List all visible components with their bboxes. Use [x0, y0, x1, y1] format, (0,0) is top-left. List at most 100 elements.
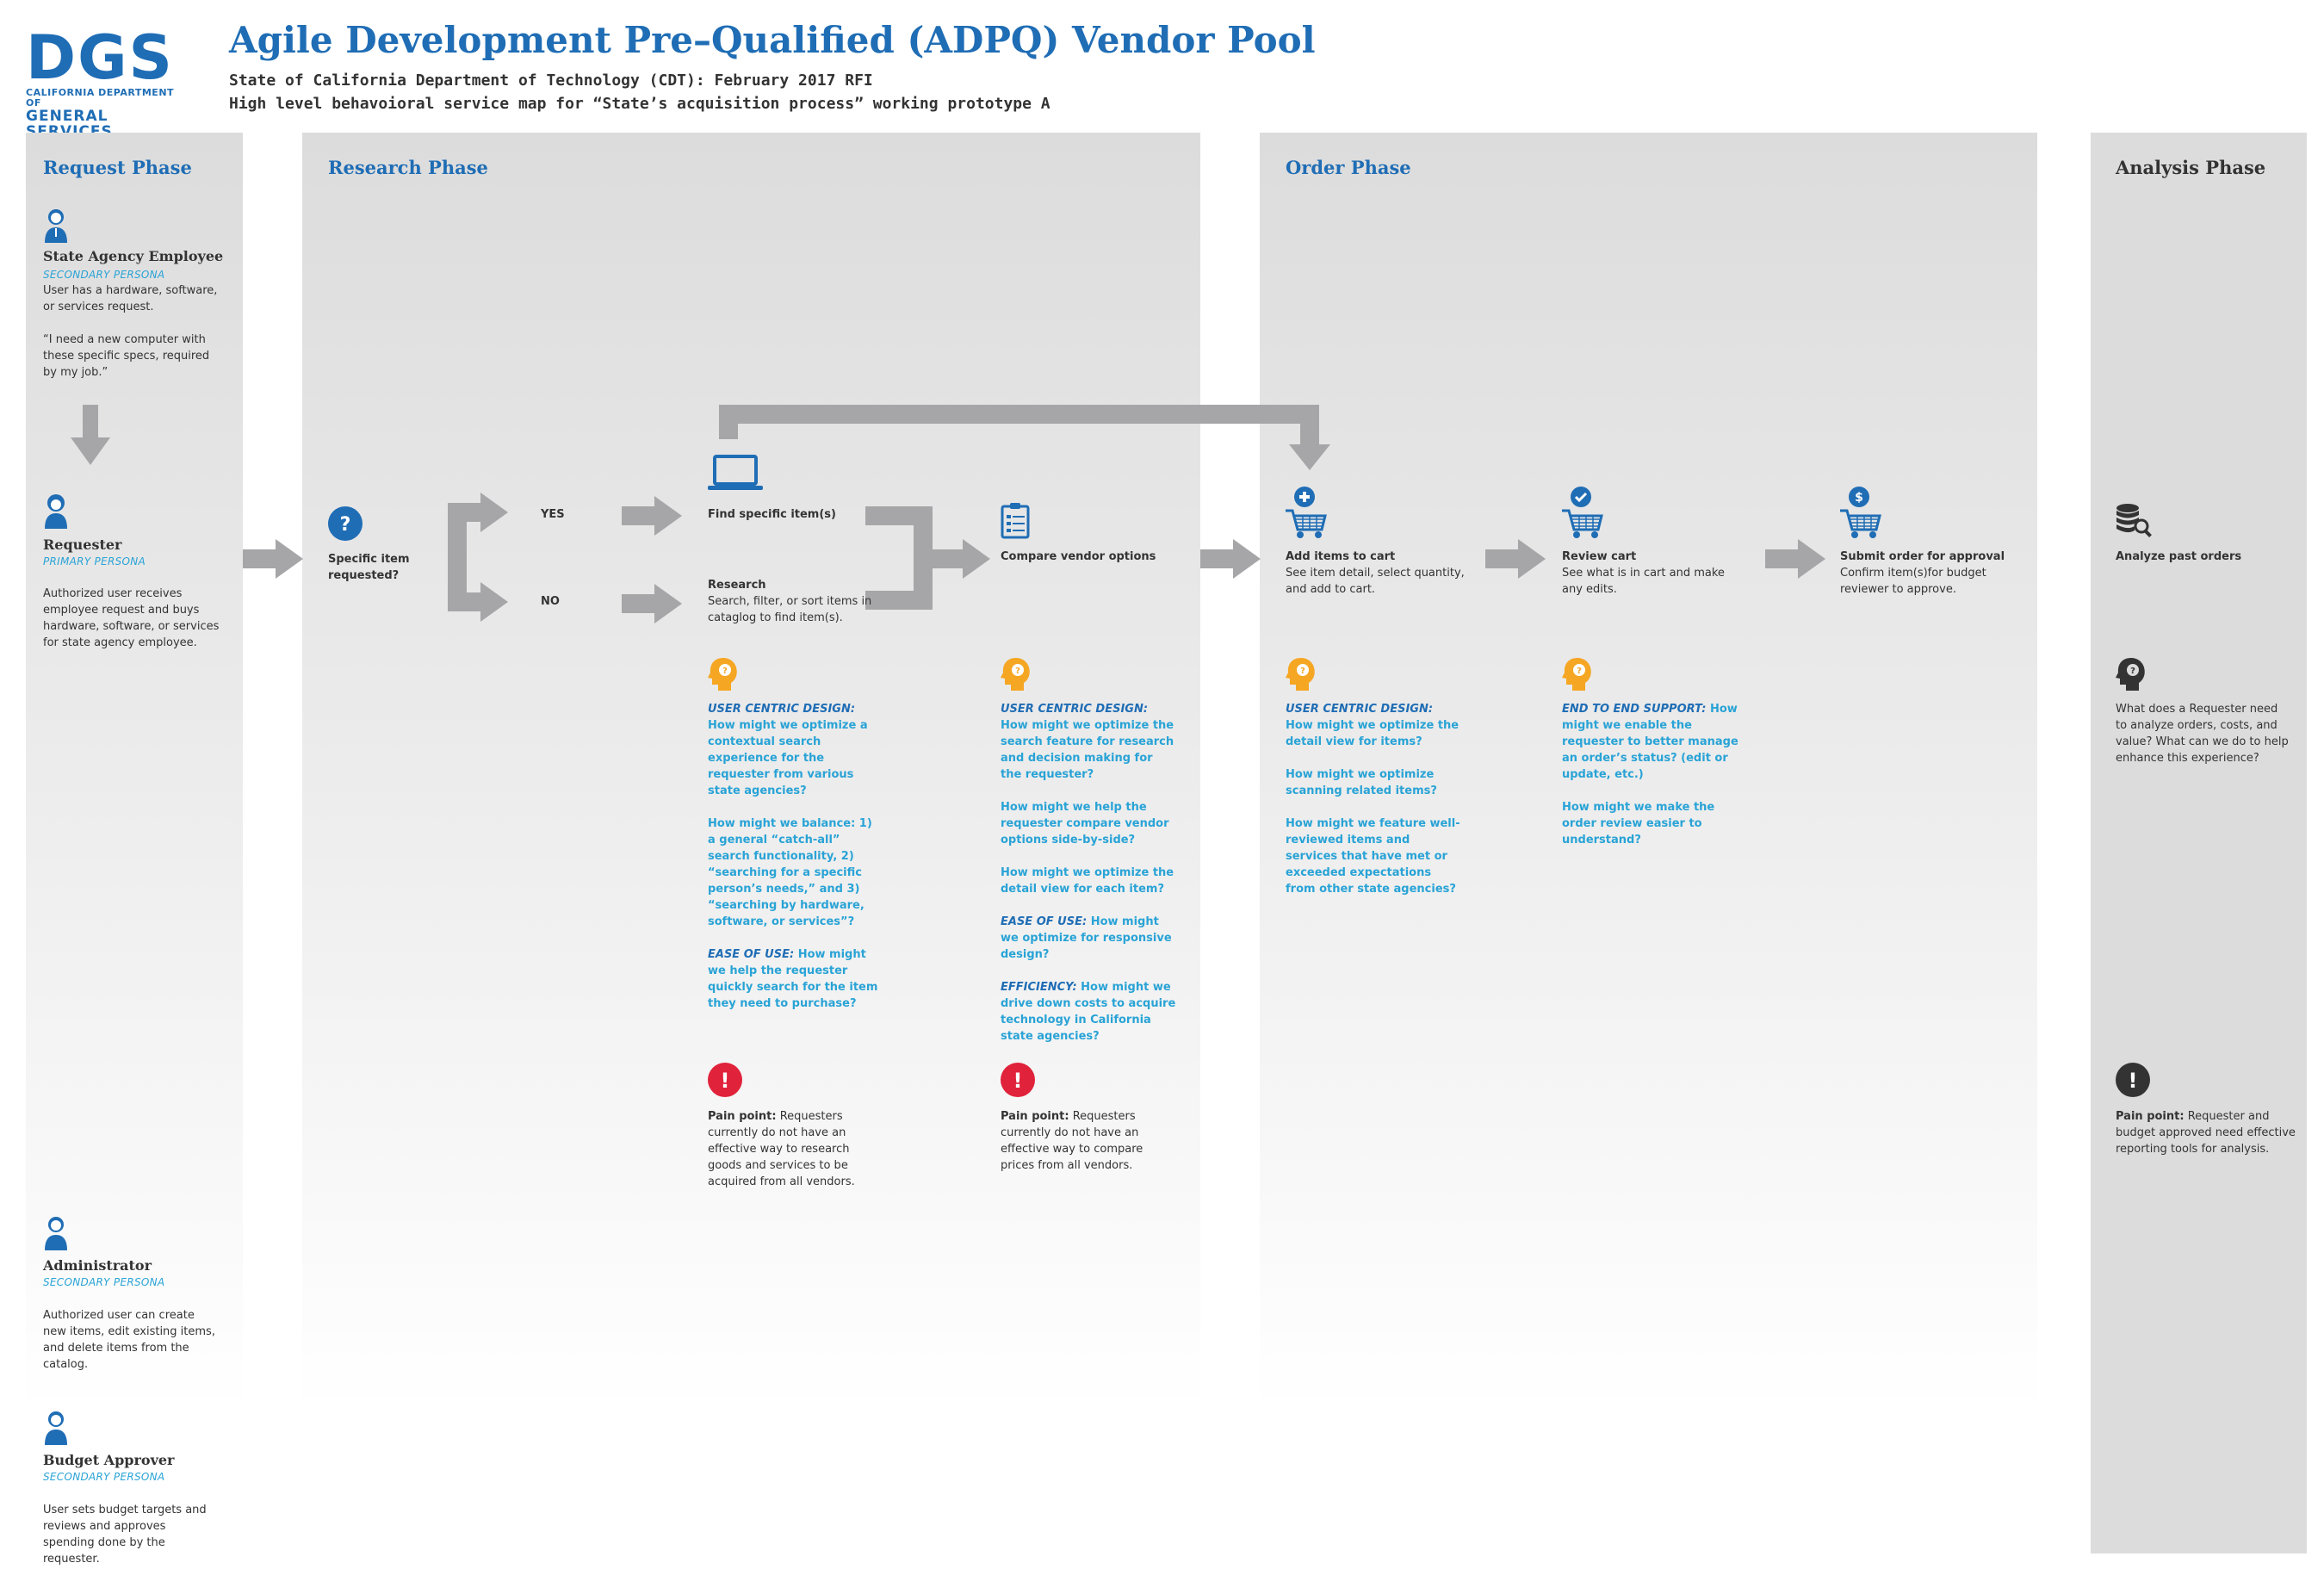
add-items-desc: See item detail, select quantity, and ad… [1286, 567, 1465, 596]
employee-name: State Agency Employee [43, 248, 224, 264]
research-questions: USER CENTRIC DESIGN: How might we optimi… [708, 701, 880, 1028]
approver-name: Budget Approver [43, 1452, 175, 1468]
research-phase-column [302, 133, 1200, 1553]
administrator-name: Administrator [43, 1257, 152, 1274]
compare-vendors-title: Compare vendor options [1001, 550, 1156, 563]
request-phase-column [26, 133, 243, 1553]
cart-check-icon [1562, 487, 1603, 538]
logo-main: DGS [26, 22, 174, 93]
analysis-question: What does a Requester need to analyze or… [2116, 703, 2289, 765]
request-phase-title: Request Phase [43, 157, 192, 178]
requester-name: Requester [43, 536, 122, 553]
cpain-text: Requesters currently do not have an effe… [1001, 1110, 1143, 1172]
apain-text: Requester and budget approved need effec… [2116, 1110, 2296, 1156]
administrator-desc: Authorized user can create new items, ed… [43, 1309, 215, 1371]
submit-order-desc: Confirm item(s)for budget reviewer to ap… [1840, 567, 1986, 596]
add-items-questions: USER CENTRIC DESIGN: How might we optimi… [1286, 701, 1462, 914]
pain-label: Pain point: [708, 1110, 777, 1123]
order-phase-column [1260, 133, 2037, 1553]
employee-desc: User has a hardware, software, or servic… [43, 284, 218, 313]
database-search-icon [2116, 504, 2152, 537]
review-cart-questions: END TO END SUPPORT: How might we enable … [1562, 701, 1738, 865]
submit-order-title: Submit order for approval [1840, 550, 2005, 563]
research-desc: Search, filter, or sort items in cataglo… [708, 595, 872, 624]
q3-text: How might we help the requester quickly … [708, 948, 878, 1010]
find-items-title: Find specific item(s) [708, 508, 836, 521]
review-cart-desc: See what is in cart and make any edits. [1562, 567, 1725, 596]
employee-role: SECONDARY PERSONA [43, 269, 165, 281]
question-circle-icon: ? [328, 506, 363, 541]
administrator-person-icon [45, 1217, 67, 1250]
research-pain-point: Pain point: Requesters currently do not … [708, 1108, 884, 1190]
budget-approver-person-icon [45, 1411, 67, 1445]
employee-person-icon [45, 209, 67, 243]
approver-role: SECONDARY PERSONA [43, 1471, 165, 1483]
q1-label: USER CENTRIC DESIGN: [708, 703, 856, 716]
pain-alert-icon: ! [1001, 1063, 1035, 1097]
q3-label: EASE OF USE: [708, 948, 795, 961]
subtitle-line2: High level behavoioral service map for “… [229, 95, 1050, 113]
decision-label: Specific item requested? [328, 553, 410, 582]
idea-head-icon: ? [1286, 658, 1315, 691]
idea-head-icon: ? [1001, 658, 1030, 691]
a1-text: How might we optimize the detail view fo… [1286, 719, 1459, 748]
approver-desc: User sets budget targets and reviews and… [43, 1504, 207, 1566]
cart-add-icon [1286, 487, 1327, 538]
svg-text:!: ! [2129, 1069, 2138, 1093]
idea-head-icon: ? [708, 658, 737, 691]
q1-text: How might we optimize a contextual searc… [708, 719, 868, 797]
add-items-title: Add items to cart [1286, 550, 1396, 563]
page-title: Agile Development Pre–Qualified (ADPQ) V… [229, 19, 1316, 61]
page-subtitle: State of California Department of Techno… [229, 69, 1050, 115]
analysis-phase-column [2091, 133, 2307, 1553]
yes-label: YES [541, 508, 565, 521]
c3-text: How might we optimize the detail view fo… [1001, 866, 1174, 896]
pain-alert-icon: ! [2116, 1063, 2150, 1097]
research-title: Research [708, 579, 766, 592]
requester-role: PRIMARY PERSONA [43, 555, 146, 567]
svg-text:?: ? [1300, 667, 1305, 676]
employee-quote: “I need a new computer with these specif… [43, 333, 210, 379]
c5-label: EFFICIENCY: [1001, 981, 1077, 994]
c4-label: EASE OF USE: [1001, 915, 1088, 928]
subtitle-line1: State of California Department of Techno… [229, 71, 873, 90]
svg-text:!: ! [1013, 1069, 1023, 1093]
idea-head-icon: ? [2116, 658, 2145, 691]
review-cart-title: Review cart [1562, 550, 1637, 563]
svg-text:?: ? [1577, 667, 1582, 676]
c2-text: How might we help the requester compare … [1001, 801, 1169, 847]
a3-text: How might we feature well-reviewed items… [1286, 817, 1460, 896]
laptop-icon [708, 455, 763, 490]
c1-text: How might we optimize the search feature… [1001, 719, 1174, 781]
no-label: NO [541, 595, 560, 608]
svg-text:?: ? [2130, 667, 2135, 676]
r1-text: How might we enable the requester to bet… [1562, 703, 1738, 781]
analysis-pain-point: Pain point: Requester and budget approve… [2116, 1108, 2296, 1157]
analysis-phase-title: Analysis Phase [2116, 157, 2266, 178]
analyze-orders-title: Analyze past orders [2116, 550, 2242, 563]
a2-text: How might we optimize scanning related i… [1286, 768, 1437, 797]
svg-text:?: ? [722, 667, 728, 676]
compare-pain-point: Pain point: Requesters currently do not … [1001, 1108, 1177, 1174]
svg-text:?: ? [340, 514, 351, 536]
pain-alert-icon: ! [708, 1063, 742, 1097]
svg-text:!: ! [721, 1069, 730, 1093]
apain-label: Pain point: [2116, 1110, 2185, 1123]
research-phase-title: Research Phase [328, 157, 488, 178]
dgs-logo: DGS CALIFORNIA DEPARTMENT OF GENERAL SER… [26, 22, 189, 140]
pain-text: Requesters currently do not have an effe… [708, 1110, 855, 1188]
administrator-role: SECONDARY PERSONA [43, 1276, 165, 1288]
cpain-label: Pain point: [1001, 1110, 1069, 1123]
q2-text: How might we balance: 1) a general “catc… [708, 817, 872, 928]
r1-label: END TO END SUPPORT: [1562, 703, 1707, 716]
order-phase-title: Order Phase [1286, 157, 1411, 178]
cart-dollar-icon: $ [1840, 487, 1881, 538]
compare-questions: USER CENTRIC DESIGN: How might we optimi… [1001, 701, 1177, 1061]
idea-head-icon: ? [1562, 658, 1591, 691]
a1-label: USER CENTRIC DESIGN: [1286, 703, 1434, 716]
r2-text: How might we make the order review easie… [1562, 801, 1715, 847]
clipboard-list-icon [1001, 503, 1030, 539]
c4-text: How might we optimize for responsive des… [1001, 915, 1172, 961]
requester-person-icon [45, 494, 67, 529]
